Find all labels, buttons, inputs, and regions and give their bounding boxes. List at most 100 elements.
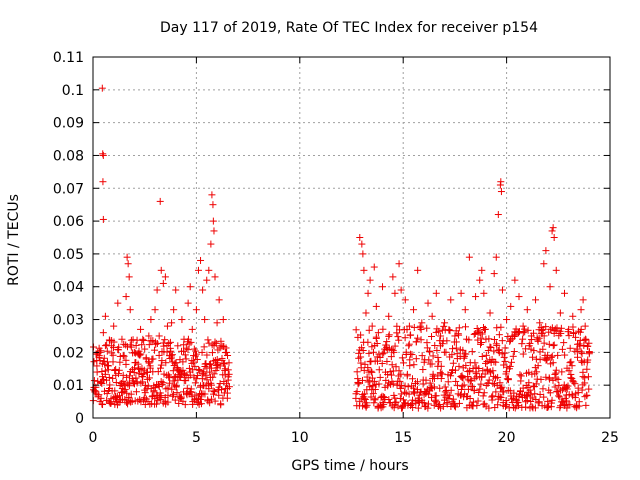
data-point xyxy=(441,319,449,327)
data-point xyxy=(533,368,541,376)
data-point xyxy=(458,382,466,390)
data-point xyxy=(115,366,123,374)
data-point xyxy=(164,391,172,399)
data-point xyxy=(538,326,546,334)
data-point xyxy=(557,329,565,337)
data-point xyxy=(489,367,497,375)
data-point xyxy=(408,400,416,408)
data-point xyxy=(359,250,367,258)
data-point xyxy=(108,342,116,350)
data-point xyxy=(365,326,373,334)
data-point xyxy=(164,398,172,406)
data-point xyxy=(194,266,202,274)
data-point xyxy=(176,368,184,376)
data-point xyxy=(572,333,580,341)
data-point xyxy=(419,366,427,374)
data-point xyxy=(467,376,475,384)
data-point xyxy=(510,348,518,356)
data-point xyxy=(540,332,548,340)
data-point xyxy=(198,348,206,356)
data-point xyxy=(97,347,105,355)
data-point xyxy=(200,370,208,378)
data-point xyxy=(203,351,211,359)
data-point xyxy=(547,353,555,361)
data-point xyxy=(563,385,571,393)
data-point xyxy=(581,374,589,382)
data-point xyxy=(391,342,399,350)
data-point xyxy=(559,398,567,406)
data-point xyxy=(432,392,440,400)
data-point xyxy=(443,337,451,345)
data-point xyxy=(465,253,473,261)
data-point xyxy=(519,335,527,343)
data-point xyxy=(480,389,488,397)
data-point xyxy=(183,384,191,392)
data-point xyxy=(163,348,171,356)
data-point xyxy=(566,344,574,352)
data-point xyxy=(153,340,161,348)
data-point xyxy=(184,299,192,307)
data-point xyxy=(485,376,493,384)
data-point xyxy=(410,306,418,314)
data-point xyxy=(529,353,537,361)
data-point xyxy=(552,366,560,374)
data-point xyxy=(389,273,397,281)
data-point xyxy=(437,332,445,340)
data-point xyxy=(583,392,591,400)
data-point xyxy=(170,306,178,314)
data-point xyxy=(548,227,556,235)
data-point xyxy=(155,351,163,359)
data-point xyxy=(584,342,592,350)
data-point xyxy=(225,359,233,367)
data-point xyxy=(213,356,221,364)
data-point xyxy=(132,374,140,382)
data-point xyxy=(434,353,442,361)
data-point xyxy=(137,350,145,358)
data-point xyxy=(577,306,585,314)
data-point xyxy=(422,389,430,397)
data-point xyxy=(428,312,436,320)
data-point xyxy=(523,306,531,314)
data-point xyxy=(397,384,405,392)
data-point xyxy=(490,270,498,278)
data-points xyxy=(89,84,593,412)
data-point xyxy=(375,380,383,388)
data-point xyxy=(192,306,200,314)
data-point xyxy=(109,351,117,359)
data-point xyxy=(446,327,454,335)
data-point xyxy=(223,394,231,402)
data-point xyxy=(191,362,199,370)
data-point xyxy=(556,393,564,401)
data-point xyxy=(200,343,208,351)
data-point xyxy=(196,395,204,403)
data-point xyxy=(490,336,498,344)
data-point xyxy=(489,392,497,400)
data-point xyxy=(174,342,182,350)
data-point xyxy=(124,260,132,268)
data-point xyxy=(563,404,571,412)
data-point xyxy=(554,375,562,383)
data-point xyxy=(191,391,199,399)
y-tick-label: 0.03 xyxy=(53,313,84,329)
data-point xyxy=(122,293,130,301)
data-point xyxy=(195,365,203,373)
data-point xyxy=(392,363,400,371)
data-point xyxy=(494,211,502,219)
data-point xyxy=(562,383,570,391)
data-point xyxy=(392,398,400,406)
data-point xyxy=(369,390,377,398)
data-point xyxy=(372,302,380,310)
data-point xyxy=(127,390,135,398)
data-point xyxy=(422,376,430,384)
data-point xyxy=(110,322,118,330)
data-point xyxy=(381,394,389,402)
data-point xyxy=(386,368,394,376)
data-point xyxy=(579,296,587,304)
y-tick-label: 0.01 xyxy=(53,378,84,394)
data-point xyxy=(519,329,527,337)
data-point xyxy=(193,350,201,358)
data-point xyxy=(496,393,504,401)
data-point xyxy=(98,84,106,92)
data-point xyxy=(486,343,494,351)
data-point xyxy=(223,384,231,392)
